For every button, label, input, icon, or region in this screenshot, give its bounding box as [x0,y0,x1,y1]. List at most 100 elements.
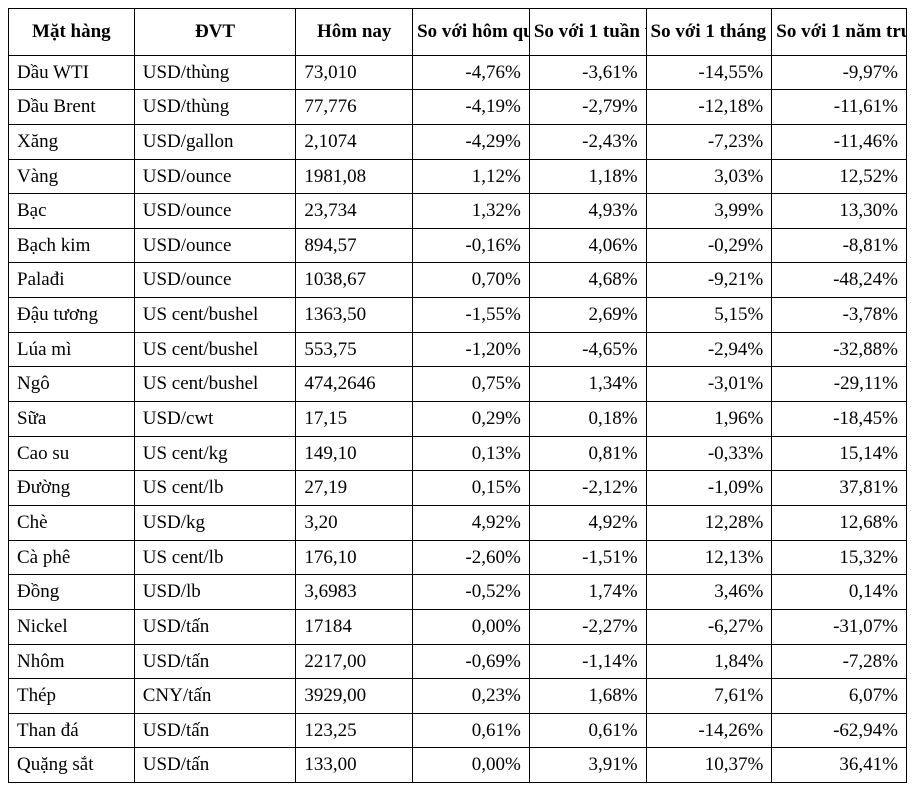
cell-vs-week: 3,91% [529,748,646,783]
cell-unit: CNY/tấn [134,679,296,714]
cell-item: Chè [9,505,135,540]
cell-today: 17184 [296,609,413,644]
col-header-vs-yesterday: So với hôm qua [413,9,530,56]
cell-today: 553,75 [296,332,413,367]
cell-vs-year: -11,61% [772,90,907,125]
cell-vs-yesterday: -0,69% [413,644,530,679]
cell-unit: USD/gallon [134,124,296,159]
table-row: Dầu WTIUSD/thùng73,010-4,76%-3,61%-14,55… [9,55,907,90]
cell-item: Dầu Brent [9,90,135,125]
cell-item: Thép [9,679,135,714]
cell-vs-year: -9,97% [772,55,907,90]
cell-item: Bạc [9,194,135,229]
cell-vs-year: -29,11% [772,367,907,402]
cell-today: 133,00 [296,748,413,783]
cell-vs-year: -8,81% [772,228,907,263]
cell-vs-month: -1,09% [646,471,772,506]
cell-unit: USD/tấn [134,748,296,783]
cell-vs-week: 4,06% [529,228,646,263]
cell-vs-year: 0,14% [772,575,907,610]
table-row: Cà phêUS cent/lb176,10-2,60%-1,51%12,13%… [9,540,907,575]
cell-item: Palađi [9,263,135,298]
table-row: Dầu BrentUSD/thùng77,776-4,19%-2,79%-12,… [9,90,907,125]
cell-unit: USD/cwt [134,402,296,437]
table-row: SữaUSD/cwt17,150,29%0,18%1,96%-18,45% [9,402,907,437]
cell-vs-week: -2,43% [529,124,646,159]
cell-vs-month: -3,01% [646,367,772,402]
cell-vs-yesterday: 1,32% [413,194,530,229]
cell-vs-month: 3,99% [646,194,772,229]
col-header-vs-year: So với 1 năm trước [772,9,907,56]
cell-vs-yesterday: 4,92% [413,505,530,540]
table-row: Bạch kimUSD/ounce894,57-0,16%4,06%-0,29%… [9,228,907,263]
cell-vs-year: -7,28% [772,644,907,679]
cell-item: Vàng [9,159,135,194]
table-row: NgôUS cent/bushel474,26460,75%1,34%-3,01… [9,367,907,402]
table-row: Cao suUS cent/kg149,100,13%0,81%-0,33%15… [9,436,907,471]
cell-unit: USD/kg [134,505,296,540]
cell-vs-month: 7,61% [646,679,772,714]
cell-vs-yesterday: -1,20% [413,332,530,367]
cell-today: 3,6983 [296,575,413,610]
cell-unit: US cent/bushel [134,367,296,402]
cell-vs-yesterday: 0,70% [413,263,530,298]
col-header-vs-month: So với 1 tháng trước [646,9,772,56]
cell-unit: US cent/bushel [134,298,296,333]
cell-vs-week: -3,61% [529,55,646,90]
cell-unit: USD/lb [134,575,296,610]
cell-vs-month: 10,37% [646,748,772,783]
cell-vs-year: -62,94% [772,713,907,748]
cell-item: Dầu WTI [9,55,135,90]
cell-vs-yesterday: 0,75% [413,367,530,402]
cell-vs-month: 12,28% [646,505,772,540]
cell-vs-yesterday: 0,00% [413,609,530,644]
cell-today: 3929,00 [296,679,413,714]
cell-vs-yesterday: 0,13% [413,436,530,471]
commodity-price-table: Mặt hàng ĐVT Hôm nay So với hôm qua So v… [8,8,907,783]
cell-unit: USD/ounce [134,194,296,229]
cell-unit: US cent/kg [134,436,296,471]
table-row: NhômUSD/tấn2217,00-0,69%-1,14%1,84%-7,28… [9,644,907,679]
cell-vs-month: -14,55% [646,55,772,90]
cell-vs-week: 1,18% [529,159,646,194]
cell-vs-week: -4,65% [529,332,646,367]
col-header-item: Mặt hàng [9,9,135,56]
cell-item: Cà phê [9,540,135,575]
cell-vs-year: 15,14% [772,436,907,471]
cell-vs-week: 4,92% [529,505,646,540]
cell-vs-yesterday: 1,12% [413,159,530,194]
cell-vs-month: 3,46% [646,575,772,610]
cell-item: Đường [9,471,135,506]
table-row: ThépCNY/tấn3929,000,23%1,68%7,61%6,07% [9,679,907,714]
cell-vs-year: -3,78% [772,298,907,333]
cell-unit: USD/tấn [134,644,296,679]
cell-vs-month: -14,26% [646,713,772,748]
table-row: Đậu tươngUS cent/bushel1363,50-1,55%2,69… [9,298,907,333]
cell-vs-week: -1,14% [529,644,646,679]
table-row: ĐồngUSD/lb3,6983-0,52%1,74%3,46%0,14% [9,575,907,610]
cell-vs-year: 37,81% [772,471,907,506]
cell-vs-year: -32,88% [772,332,907,367]
table-row: BạcUSD/ounce23,7341,32%4,93%3,99%13,30% [9,194,907,229]
cell-item: Cao su [9,436,135,471]
cell-today: 27,19 [296,471,413,506]
cell-vs-week: 0,18% [529,402,646,437]
cell-vs-month: -6,27% [646,609,772,644]
cell-vs-year: 6,07% [772,679,907,714]
cell-vs-year: -48,24% [772,263,907,298]
cell-vs-year: -18,45% [772,402,907,437]
cell-today: 474,2646 [296,367,413,402]
cell-vs-month: -2,94% [646,332,772,367]
cell-item: Nhôm [9,644,135,679]
cell-unit: USD/ounce [134,159,296,194]
cell-vs-week: -2,27% [529,609,646,644]
table-row: NickelUSD/tấn171840,00%-2,27%-6,27%-31,0… [9,609,907,644]
col-header-unit: ĐVT [134,9,296,56]
cell-unit: US cent/lb [134,471,296,506]
cell-today: 176,10 [296,540,413,575]
cell-vs-month: 1,96% [646,402,772,437]
cell-vs-yesterday: 0,00% [413,748,530,783]
cell-unit: USD/tấn [134,609,296,644]
cell-vs-yesterday: 0,61% [413,713,530,748]
cell-item: Ngô [9,367,135,402]
